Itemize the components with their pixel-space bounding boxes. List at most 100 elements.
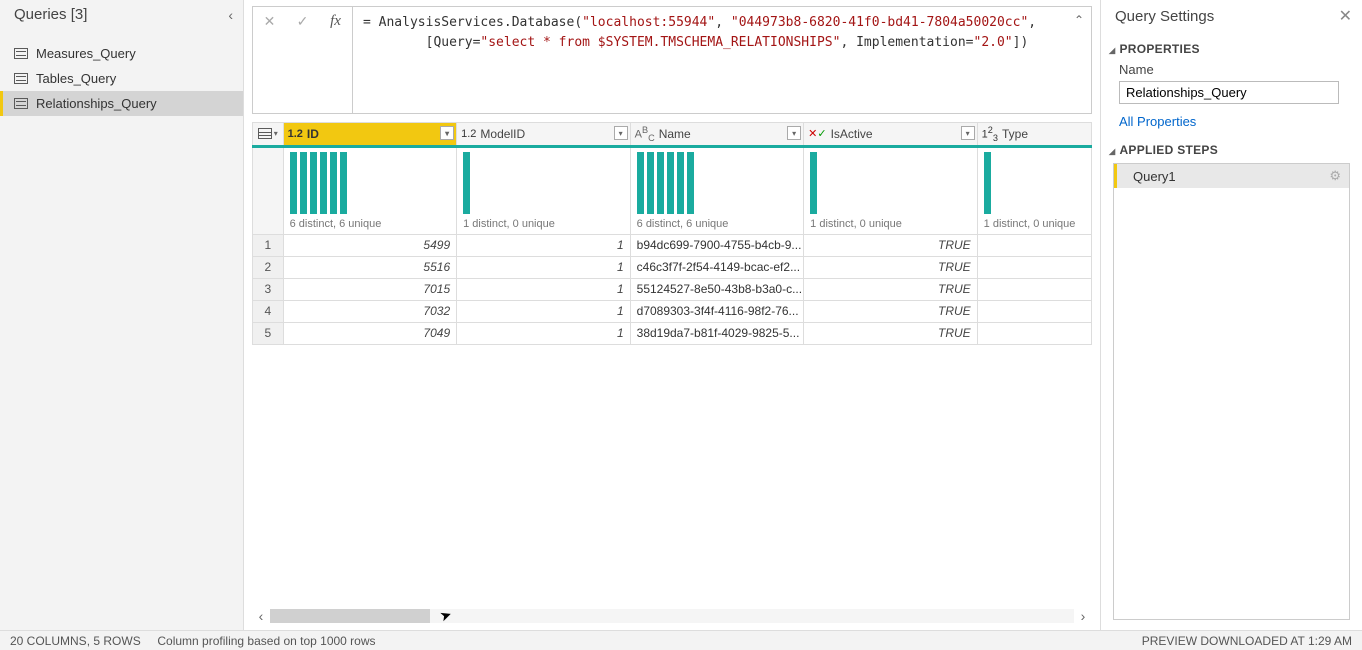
cell[interactable]: 7032 <box>283 300 457 322</box>
column-header-type[interactable]: 123 Type <box>977 123 1091 147</box>
column-filter-button[interactable]: ▾ <box>440 126 454 140</box>
data-rows: 154991b94dc699-7900-4755-b4cb-9...TRUE 2… <box>253 234 1092 344</box>
data-grid: ▾ 1.2 ID ▾ 1.2 ModelID ▾ ABC Name ▾ <box>252 122 1092 606</box>
applied-step-item[interactable]: Query1 ⚙ <box>1114 164 1349 188</box>
cell[interactable] <box>977 278 1091 300</box>
formula-controls: ✕ ✓ fx <box>253 7 353 113</box>
table-row[interactable]: 470321d7089303-3f4f-4116-98f2-76...TRUE <box>253 300 1092 322</box>
expand-formula-icon[interactable]: ⌃ <box>1067 7 1091 113</box>
column-header-isactive[interactable]: ✕✓ IsActive ▾ <box>804 123 978 147</box>
settings-title: Query Settings <box>1115 8 1214 25</box>
column-label: Name <box>659 127 691 141</box>
column-header-name[interactable]: ABC Name ▾ <box>630 123 804 147</box>
cell[interactable]: 1 <box>457 322 631 344</box>
column-label: ModelID <box>480 127 525 141</box>
status-bar: 20 COLUMNS, 5 ROWS Column profiling base… <box>0 630 1362 650</box>
profile-stats: 1 distinct, 0 unique <box>978 216 1091 234</box>
name-label: Name <box>1101 58 1362 79</box>
cell[interactable] <box>977 256 1091 278</box>
boolean-type-icon: ✕✓ <box>808 127 826 140</box>
queries-header: Queries [3] ‹ <box>0 0 243 29</box>
cell[interactable]: c46c3f7f-2f54-4149-bcac-ef2... <box>630 256 804 278</box>
column-filter-button[interactable]: ▾ <box>614 126 628 140</box>
cell[interactable]: 38d19da7-b81f-4029-9825-5... <box>630 322 804 344</box>
row-number: 1 <box>253 234 284 256</box>
query-item-label: Relationships_Query <box>36 96 157 111</box>
main-area: Queries [3] ‹ Measures_Query Tables_Quer… <box>0 0 1362 630</box>
cell[interactable] <box>977 300 1091 322</box>
cell[interactable]: TRUE <box>804 256 978 278</box>
queries-panel: Queries [3] ‹ Measures_Query Tables_Quer… <box>0 0 244 630</box>
scroll-right-button[interactable]: › <box>1074 607 1092 625</box>
query-list: Measures_Query Tables_Query Relationship… <box>0 29 243 116</box>
cell[interactable]: 7015 <box>283 278 457 300</box>
column-profile-row: 6 distinct, 6 unique 1 distinct, 0 uniqu… <box>253 146 1092 234</box>
row-number: 4 <box>253 300 284 322</box>
fx-button[interactable]: fx <box>319 7 352 35</box>
table-menu-button[interactable]: ▾ <box>253 123 284 147</box>
cell[interactable]: b94dc699-7900-4755-b4cb-9... <box>630 234 804 256</box>
settings-header: Query Settings ✕ <box>1101 0 1362 32</box>
text-type-icon: ABC <box>635 125 655 143</box>
cell[interactable]: 5499 <box>283 234 457 256</box>
column-header-id[interactable]: 1.2 ID ▾ <box>283 123 457 147</box>
properties-section-title[interactable]: PROPERTIES <box>1101 32 1362 58</box>
query-item-tables[interactable]: Tables_Query <box>0 66 243 91</box>
query-item-measures[interactable]: Measures_Query <box>0 41 243 66</box>
query-item-label: Tables_Query <box>36 71 116 86</box>
profile-bars <box>978 148 1091 216</box>
applied-steps-section-title[interactable]: APPLIED STEPS <box>1101 133 1362 159</box>
formula-input[interactable]: = AnalysisServices.Database("localhost:5… <box>353 7 1067 113</box>
table-row[interactable]: 154991b94dc699-7900-4755-b4cb-9...TRUE <box>253 234 1092 256</box>
query-item-relationships[interactable]: Relationships_Query <box>0 91 243 116</box>
cell[interactable]: TRUE <box>804 300 978 322</box>
column-filter-button[interactable]: ▾ <box>961 126 975 140</box>
all-properties-link[interactable]: All Properties <box>1101 108 1362 133</box>
grid-table: ▾ 1.2 ID ▾ 1.2 ModelID ▾ ABC Name ▾ <box>252 122 1092 345</box>
status-left: 20 COLUMNS, 5 ROWS Column profiling base… <box>10 634 376 648</box>
row-number: 5 <box>253 322 284 344</box>
table-icon <box>14 98 28 109</box>
query-name-input[interactable] <box>1119 81 1339 104</box>
cell[interactable]: TRUE <box>804 322 978 344</box>
decimal-type-icon: 1.2 <box>288 128 303 140</box>
cancel-formula-button[interactable]: ✕ <box>253 7 286 35</box>
row-number: 2 <box>253 256 284 278</box>
cell[interactable]: TRUE <box>804 278 978 300</box>
collapse-queries-icon[interactable]: ‹ <box>228 7 233 23</box>
cell[interactable]: 55124527-8e50-43b8-b3a0-c... <box>630 278 804 300</box>
scroll-track[interactable]: ➤ <box>270 609 1074 623</box>
row-number: 3 <box>253 278 284 300</box>
commit-formula-button[interactable]: ✓ <box>286 7 319 35</box>
cell[interactable]: 7049 <box>283 322 457 344</box>
profile-stats: 1 distinct, 0 unique <box>804 216 977 234</box>
column-filter-button[interactable]: ▾ <box>787 126 801 140</box>
applied-steps-list: Query1 ⚙ <box>1113 163 1350 620</box>
table-row[interactable]: 37015155124527-8e50-43b8-b3a0-c...TRUE <box>253 278 1092 300</box>
scroll-left-button[interactable]: ‹ <box>252 607 270 625</box>
cell[interactable] <box>977 234 1091 256</box>
cell[interactable] <box>977 322 1091 344</box>
cell[interactable]: 1 <box>457 256 631 278</box>
close-settings-button[interactable]: ✕ <box>1339 6 1352 26</box>
profile-bars <box>284 148 457 216</box>
gear-icon[interactable]: ⚙ <box>1329 168 1341 184</box>
table-icon <box>14 73 28 84</box>
cell[interactable]: 5516 <box>283 256 457 278</box>
table-row[interactable]: 57049138d19da7-b81f-4029-9825-5...TRUE <box>253 322 1092 344</box>
editor-area: ✕ ✓ fx = AnalysisServices.Database("loca… <box>244 0 1100 630</box>
formula-bar: ✕ ✓ fx = AnalysisServices.Database("loca… <box>252 6 1092 114</box>
cell[interactable]: 1 <box>457 278 631 300</box>
horizontal-scrollbar[interactable]: ‹ ➤ › <box>252 606 1092 626</box>
mouse-cursor-icon: ➤ <box>437 606 454 626</box>
cell[interactable]: 1 <box>457 300 631 322</box>
cell[interactable]: 1 <box>457 234 631 256</box>
table-row[interactable]: 255161c46c3f7f-2f54-4149-bcac-ef2...TRUE <box>253 256 1092 278</box>
chevron-down-icon: ▾ <box>274 129 278 138</box>
scroll-thumb[interactable] <box>270 609 430 623</box>
column-header-modelid[interactable]: 1.2 ModelID ▾ <box>457 123 631 147</box>
profile-stats: 6 distinct, 6 unique <box>631 216 804 234</box>
decimal-type-icon: 1.2 <box>461 128 476 140</box>
cell[interactable]: TRUE <box>804 234 978 256</box>
cell[interactable]: d7089303-3f4f-4116-98f2-76... <box>630 300 804 322</box>
